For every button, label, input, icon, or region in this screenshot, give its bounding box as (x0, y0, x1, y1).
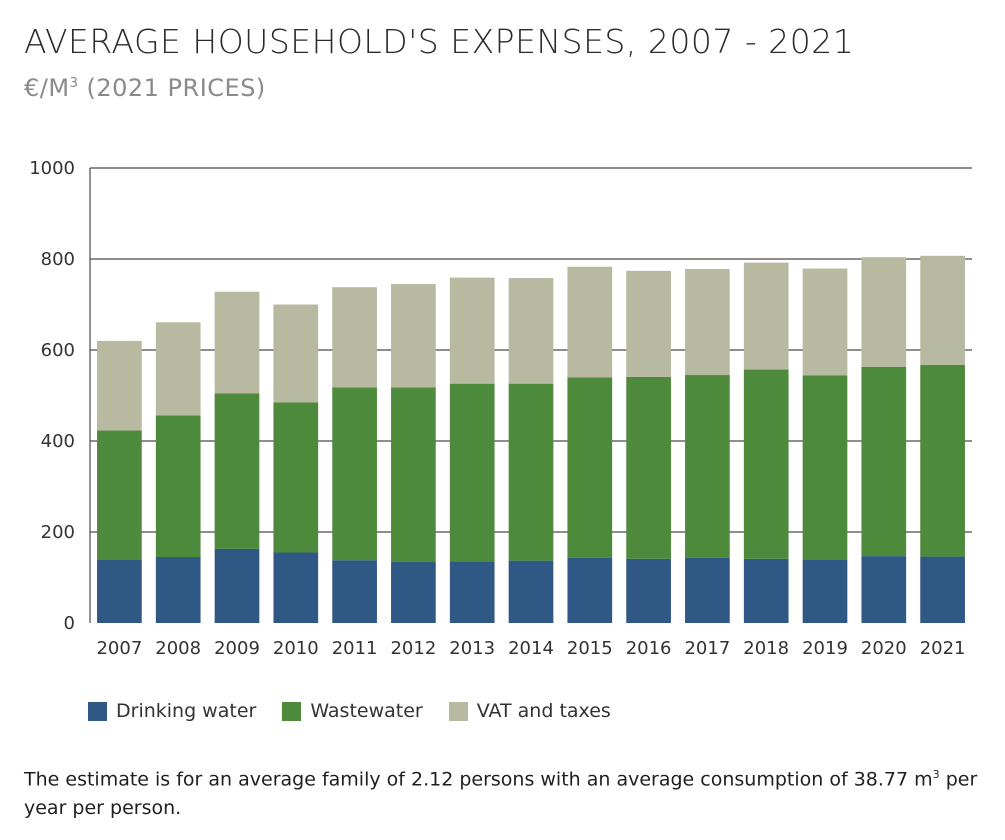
bar-segment-wastewater (449, 383, 495, 562)
legend: Drinking water Wastewater VAT and taxes (88, 700, 611, 722)
y-tick-label: 400 (41, 431, 75, 452)
bar-segment-vat-and-taxes (920, 255, 965, 366)
bar-segment-vat-and-taxes (626, 270, 671, 377)
subtitle-suffix: (2021 PRICES) (78, 74, 266, 102)
x-tick-label: 2008 (155, 638, 201, 659)
x-tick-label: 2019 (802, 638, 848, 659)
y-tick-label: 200 (41, 522, 75, 543)
bar-segment-wastewater (273, 402, 319, 553)
bar-segment-vat-and-taxes (508, 278, 554, 384)
bar-segment-wastewater (802, 375, 848, 560)
chart-title: AVERAGE HOUSEHOLD'S EXPENSES, 2007 - 202… (24, 22, 855, 61)
bar-segment-drinking-water (214, 548, 260, 623)
subtitle-prefix: €/M (24, 74, 70, 102)
legend-label-wastewater: Wastewater (310, 700, 423, 722)
stacked-bar-chart: 0 200 400 600 800 1000 2007 2008 2009 2010 2011 201… (29, 158, 972, 659)
bar-segment-wastewater (508, 383, 554, 561)
legend-item-wastewater: Wastewater (282, 700, 423, 722)
bar-segment-drinking-water (567, 557, 613, 623)
bar-segment-vat-and-taxes (567, 266, 613, 378)
legend-item-vat-and-taxes: VAT and taxes (448, 700, 611, 722)
x-tick-label: 2010 (273, 638, 319, 659)
bar-segment-drinking-water (508, 560, 554, 623)
bar-segment-vat-and-taxes (861, 257, 907, 367)
x-tick-label: 2015 (567, 638, 613, 659)
x-tick-label: 2020 (861, 638, 907, 659)
bar-segment-drinking-water (155, 557, 201, 623)
legend-label-vat-and-taxes: VAT and taxes (476, 700, 611, 722)
x-tick-label: 2021 (920, 638, 966, 659)
bar-segment-drinking-water (449, 561, 495, 623)
bar-segment-vat-and-taxes (332, 287, 377, 388)
subtitle-superscript: 3 (69, 76, 79, 91)
bar-segment-vat-and-taxes (743, 262, 789, 370)
bar-segment-wastewater (155, 415, 201, 558)
bars (97, 255, 965, 623)
x-tick-label: 2011 (332, 638, 378, 659)
bar-segment-drinking-water (332, 560, 377, 623)
x-tick-label: 2007 (96, 638, 142, 659)
x-tick-label: 2013 (449, 638, 495, 659)
bar-segment-drinking-water (391, 562, 436, 623)
x-tick-label: 2012 (390, 638, 436, 659)
x-tick-label: 2016 (626, 638, 672, 659)
y-tick-label: 1000 (29, 158, 75, 179)
legend-label-drinking-water: Drinking water (116, 700, 257, 722)
bar-segment-drinking-water (685, 557, 730, 623)
bar-segment-vat-and-taxes (97, 340, 142, 431)
bar-segment-wastewater (861, 366, 907, 557)
y-tick-label: 800 (41, 249, 75, 270)
bar-segment-vat-and-taxes (685, 269, 730, 376)
x-tick-label: 2017 (684, 638, 730, 659)
bar-segment-wastewater (391, 387, 436, 563)
bar-segment-vat-and-taxes (802, 268, 848, 376)
bar-segment-wastewater (567, 377, 613, 558)
bar-segment-wastewater (97, 430, 142, 560)
footnote-text-after: per year per person. (24, 768, 978, 820)
bar-segment-vat-and-taxes (449, 277, 495, 384)
bar-segment-vat-and-taxes (155, 322, 201, 416)
legend-swatch-drinking-water (88, 701, 107, 721)
x-tick-label: 2014 (508, 638, 554, 659)
x-tick-label: 2009 (214, 638, 260, 659)
bar-segment-wastewater (920, 365, 965, 557)
bar-segment-wastewater (685, 375, 730, 558)
bar-segment-drinking-water (97, 559, 142, 623)
bar-segment-drinking-water (802, 559, 848, 623)
chart-subtitle: €/M3 (2021 PRICES) (24, 74, 266, 102)
y-tick-label: 600 (41, 340, 75, 361)
footnote-superscript: 3 (932, 768, 940, 781)
y-tick-label: 0 (64, 613, 75, 634)
x-tick-label: 2018 (743, 638, 789, 659)
bar-segment-drinking-water (626, 558, 671, 623)
bar-segment-drinking-water (920, 556, 965, 623)
bar-segment-wastewater (626, 376, 671, 559)
legend-swatch-wastewater (282, 701, 302, 721)
bar-segment-wastewater (214, 393, 260, 549)
footnote-text-before: The estimate is for an average family of… (24, 768, 933, 791)
bar-segment-drinking-water (861, 556, 907, 623)
bar-segment-vat-and-taxes (273, 304, 319, 403)
bar-segment-wastewater (743, 369, 789, 559)
bar-segment-drinking-water (273, 552, 319, 623)
legend-swatch-vat-and-taxes (448, 701, 468, 721)
bar-segment-wastewater (332, 387, 377, 561)
legend-item-drinking-water: Drinking water (88, 700, 256, 722)
tick-labels: 0 200 400 600 800 1000 2007 2008 2009 2010 2011 201… (29, 158, 965, 659)
bar-segment-vat-and-taxes (391, 284, 436, 388)
footnote: The estimate is for an average family of… (24, 760, 984, 823)
bar-segment-vat-and-taxes (214, 291, 260, 394)
bar-segment-drinking-water (743, 558, 789, 623)
